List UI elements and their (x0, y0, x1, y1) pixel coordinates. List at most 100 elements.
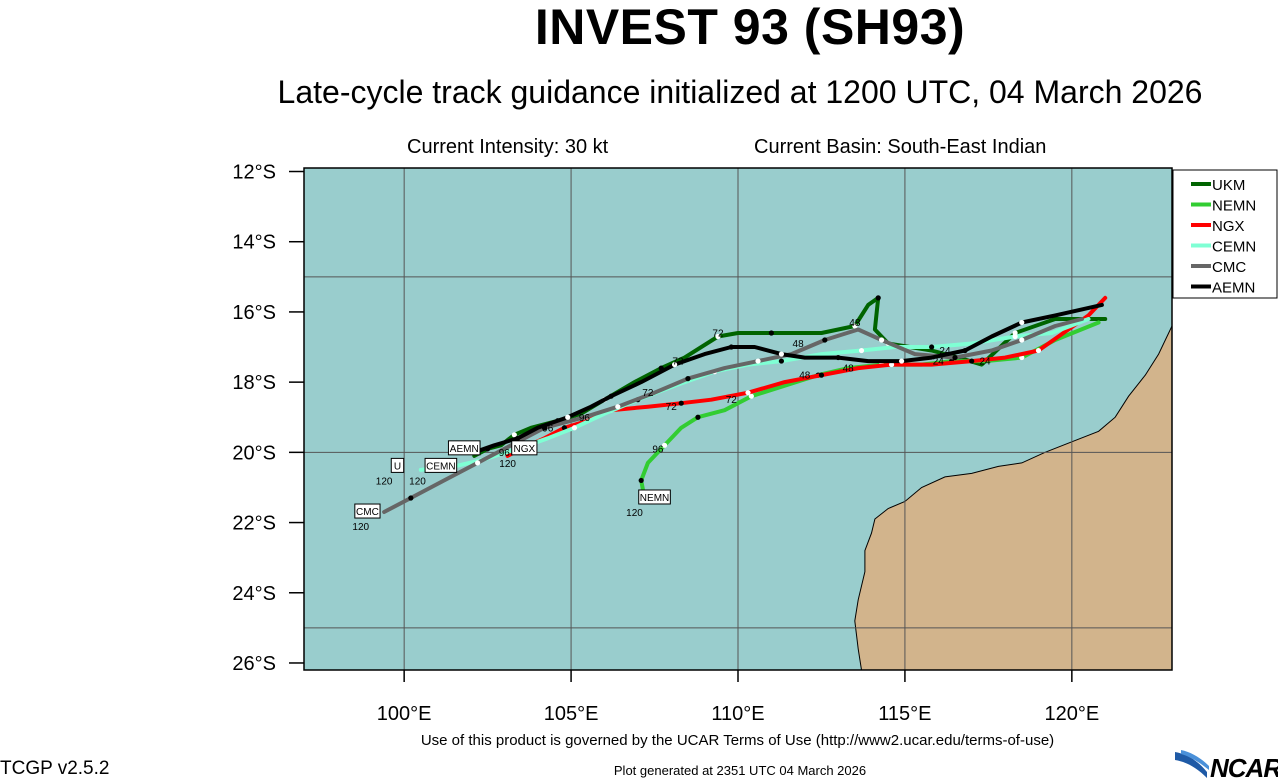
tracks-group: 7248247296482412072482496120120729612072… (352, 295, 1108, 533)
version-label: TCGP v2.5.2 (0, 758, 110, 779)
track-point-cmc (408, 495, 414, 501)
plot-generated-timestamp: Plot generated at 2351 UTC 04 March 2026 (613, 763, 867, 778)
track-point-ngx (745, 390, 751, 396)
track-point-aemn (608, 393, 614, 399)
forecast-hour-label: 72 (726, 395, 738, 406)
track-cmc (382, 317, 1084, 514)
x-tick-label: 100°E (377, 703, 432, 725)
y-tick-label: 20°S (232, 442, 276, 464)
model-tag-box (447, 440, 481, 456)
legend-box (1172, 169, 1278, 299)
track-ngx (505, 295, 1108, 458)
model-tag-box (354, 503, 381, 519)
model-tag-box (424, 457, 458, 473)
track-point-nemn (638, 477, 644, 484)
terms-of-use-notice: Use of this product is governed by the U… (420, 732, 1055, 749)
forecast-hour-label: 72 (642, 388, 654, 399)
forecast-hour-label: 48 (849, 318, 861, 329)
ncar-logo-text: NCAR (1210, 753, 1278, 783)
track-point-nemn (748, 393, 754, 399)
legend-label-ngx: NGX (1212, 218, 1245, 235)
current-intensity-label: Current Intensity: 30 kt (407, 136, 609, 158)
track-point-ngx (678, 400, 684, 406)
model-tag-label: CEMN (426, 461, 455, 472)
ncar-logo-icon (1175, 750, 1209, 778)
track-point-ukm (875, 295, 881, 301)
track-point-ngx (969, 358, 975, 364)
land-australia (854, 276, 1173, 671)
track-point-ngx (1035, 347, 1042, 354)
track-aemn (472, 302, 1104, 455)
y-tick-label: 22°S (232, 513, 276, 535)
track-point-cmc (822, 337, 828, 343)
track-point-aemn (962, 347, 968, 354)
legend-label-aemn: AEMN (1212, 280, 1255, 297)
x-tick-label: 105°E (544, 703, 599, 725)
model-tag-label: NEMN (640, 493, 669, 504)
track-point-aemn (671, 361, 678, 368)
y-tick-label: 18°S (232, 372, 276, 394)
track-point-ukm (852, 323, 858, 329)
forecast-hour-label: 120 (626, 508, 643, 519)
forecast-hour-label: 120 (499, 459, 516, 470)
forecast-hour-label: 24 (933, 357, 945, 368)
model-tag-box (390, 457, 405, 473)
forecast-hour-label: 48 (793, 339, 805, 350)
y-tick-label: 16°S (232, 302, 276, 324)
track-point-cmc (952, 354, 958, 361)
model-tag-box (638, 489, 671, 505)
track-point-cemn (778, 358, 785, 364)
y-tick-label: 14°S (232, 232, 276, 254)
x-tick-label: 115°E (878, 703, 931, 725)
track-point-ukm (768, 330, 774, 336)
track-point-cemn (929, 344, 935, 350)
model-tag-label: NGX (514, 444, 536, 455)
forecast-hour-label: 72 (672, 357, 684, 368)
x-tick-label: 110°E (711, 703, 764, 725)
track-point-ngx (818, 372, 825, 378)
forecast-hour-label: 72 (712, 329, 724, 340)
forecast-hour-label: 72 (666, 402, 678, 413)
track-point-aemn (835, 354, 841, 361)
track-point-cemn (571, 425, 578, 431)
model-tag-label: CMC (356, 507, 379, 518)
y-tick-label: 24°S (232, 583, 276, 605)
track-point-aemn (1019, 319, 1025, 326)
track-point-cemn (1012, 333, 1018, 340)
legend-label-ukm: UKM (1212, 177, 1245, 194)
track-point-cmc (878, 337, 885, 343)
forecast-hour-label: 96 (499, 448, 511, 459)
y-tick-label: 26°S (232, 653, 276, 675)
forecast-hour-label: 24 (939, 346, 951, 357)
forecast-hour-label: 24 (979, 357, 991, 368)
track-point-cemn (858, 347, 865, 354)
track-point-cmc (755, 358, 761, 364)
legend-label-nemn: NEMN (1212, 198, 1256, 215)
current-basin-label: Current Basin: South-East Indian (754, 136, 1047, 158)
forecast-hour-label: 120 (409, 476, 426, 487)
forecast-hour-label: 96 (579, 413, 591, 424)
track-point-ukm (511, 432, 517, 438)
forecast-hour-label: 120 (352, 522, 369, 533)
track-point-cmc (475, 460, 481, 466)
model-tag-label: AEMN (450, 444, 479, 455)
chart-title: INVEST 93 (SH93) (534, 0, 966, 55)
track-point-cmc (685, 376, 691, 382)
track-point-aemn (778, 351, 785, 357)
track-point-cmc (1019, 337, 1025, 343)
forecast-hour-label: 96 (652, 444, 664, 455)
track-point-nemn (661, 442, 668, 448)
legend-label-cmc: CMC (1212, 259, 1246, 276)
forecast-hour-label: 48 (799, 371, 811, 382)
track-point-aemn (515, 435, 521, 441)
track-point-aemn (565, 414, 571, 420)
track-point-cmc (615, 404, 621, 410)
track-point-ngx (888, 361, 895, 368)
track-point-nemn (695, 414, 701, 420)
chart-subtitle: Late-cycle track guidance initialized at… (277, 74, 1203, 110)
model-tag-label: U (394, 461, 401, 472)
y-tick-label: 12°S (232, 162, 276, 184)
forecast-hour-label: 120 (376, 476, 393, 487)
model-tag-box (511, 440, 538, 456)
